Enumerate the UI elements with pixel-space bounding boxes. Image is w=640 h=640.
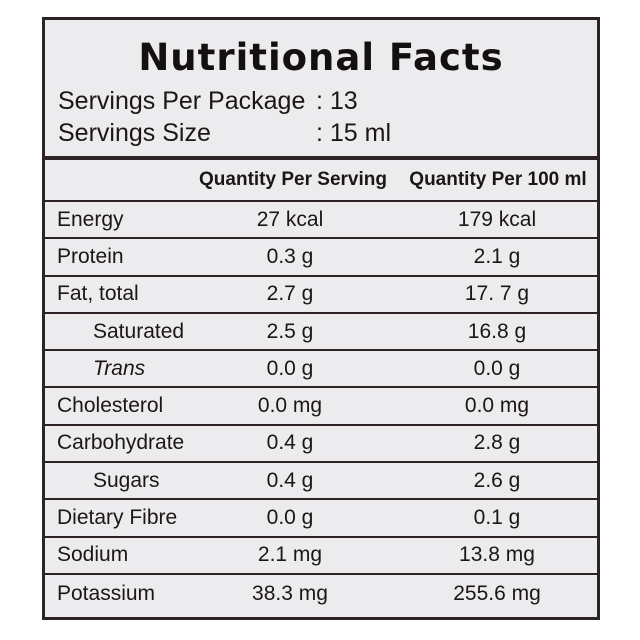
per-100ml-value: 0.0 g (473, 356, 521, 380)
nutrient-name: Cholesterol (57, 394, 164, 418)
per-100ml-value: 2.8 g (473, 431, 521, 455)
per-100ml-value: 16.8 g (467, 319, 527, 343)
panel-title: Nutritional Facts (138, 36, 504, 79)
per-serving-value: 2.5 g (266, 319, 314, 343)
header-per-serving: Quantity Per Serving (199, 169, 387, 190)
table-row: Protein 0.3 g 2.1 g (45, 239, 597, 277)
serving-size-row: Servings Size : 15 ml (58, 119, 391, 148)
header-divider (45, 156, 597, 160)
servings-per-package-row: Servings Per Package : 13 (58, 87, 358, 116)
servings-per-package-value: : 13 (316, 87, 358, 115)
serving-size-label: Servings Size (58, 119, 211, 147)
per-100ml-value: 2.6 g (473, 468, 521, 492)
table-row: Sugars 0.4 g 2.6 g (45, 463, 597, 501)
table-row: Energy 27 kcal 179 kcal (45, 202, 597, 240)
per-serving-value: 2.7 g (266, 282, 314, 306)
header-per-100ml: Quantity Per 100 ml (409, 169, 587, 190)
table-row: Carbohydrate 0.4 g 2.8 g (45, 426, 597, 464)
nutrient-name: Saturated (93, 319, 185, 343)
nutrient-name: Potassium (57, 581, 156, 605)
per-100ml-value: 13.8 mg (459, 543, 535, 567)
nutrient-name: Carbohydrate (57, 431, 185, 455)
per-100ml-value: 17. 7 g (464, 282, 530, 306)
per-100ml-value: 255.6 mg (453, 581, 541, 605)
table-row: Dietary Fibre 0.0 g 0.1 g (45, 500, 597, 538)
per-100ml-value: 179 kcal (457, 207, 537, 231)
per-100ml-value: 2.1 g (473, 244, 521, 268)
table-row: Saturated 2.5 g 16.8 g (45, 314, 597, 352)
per-serving-value: 0.4 g (266, 468, 314, 492)
per-serving-value: 2.1 mg (257, 543, 323, 567)
table-header-row: Quantity Per Serving Quantity Per 100 ml (45, 160, 597, 202)
per-serving-value: 0.4 g (266, 431, 314, 455)
per-serving-value: 0.3 g (266, 244, 314, 268)
per-100ml-value: 0.1 g (473, 506, 521, 530)
per-serving-value: 0.0 g (266, 356, 314, 380)
table-row: Trans 0.0 g 0.0 g (45, 351, 597, 389)
table-row: Cholesterol 0.0 mg 0.0 mg (45, 388, 597, 426)
nutrient-name: Trans (93, 356, 146, 380)
nutrient-name: Dietary Fibre (57, 506, 178, 530)
per-serving-value: 0.0 mg (257, 394, 323, 418)
nutrition-facts-panel: Nutritional Facts Servings Per Package :… (42, 17, 600, 620)
nutrient-name: Protein (57, 244, 124, 268)
nutrient-name: Sugars (93, 468, 160, 492)
serving-size-value: : 15 ml (316, 119, 392, 147)
nutrient-name: Fat, total (57, 282, 139, 306)
nutrient-name: Sodium (57, 543, 129, 567)
per-100ml-value: 0.0 mg (464, 394, 530, 418)
per-serving-value: 27 kcal (256, 207, 324, 231)
table-row: Sodium 2.1 mg 13.8 mg (45, 538, 597, 575)
table-row: Potassium 38.3 mg 255.6 mg (45, 575, 597, 612)
per-serving-value: 38.3 mg (252, 581, 328, 605)
nutrient-name: Energy (57, 207, 124, 231)
nutrition-table: Quantity Per Serving Quantity Per 100 ml… (45, 160, 597, 612)
table-row: Fat, total 2.7 g 17. 7 g (45, 277, 597, 314)
per-serving-value: 0.0 g (266, 506, 314, 530)
servings-per-package-label: Servings Per Package (58, 87, 306, 115)
